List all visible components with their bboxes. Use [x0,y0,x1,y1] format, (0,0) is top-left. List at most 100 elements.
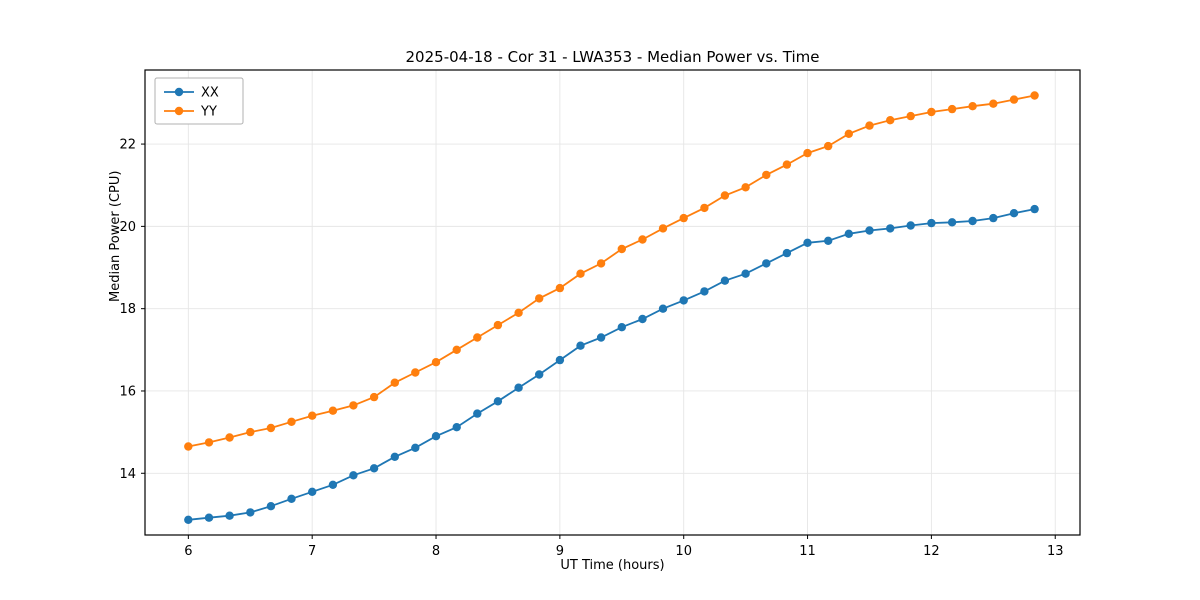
marker-xx [741,269,750,278]
marker-yy [596,259,606,268]
marker-xx [700,287,709,296]
marker-xx [411,443,420,452]
marker-xx [390,452,399,461]
marker-xx [555,355,565,365]
marker-yy [493,320,503,330]
marker-yy [865,121,874,130]
marker-xx [947,218,957,227]
marker-xx [638,314,647,324]
x-tick-label: 10 [675,544,692,559]
legend-marker-yy [174,106,184,116]
marker-yy [535,294,544,303]
marker-yy [700,203,709,213]
legend-label-yy: YY [200,105,217,120]
marker-yy [390,378,399,387]
marker-xx [246,508,255,517]
marker-xx [204,513,214,522]
marker-yy [452,345,461,354]
x-tick-label: 8 [432,544,440,559]
marker-xx [762,259,771,268]
marker-xx [782,248,792,258]
marker-xx [452,423,461,432]
marker-yy [204,438,214,447]
series-line-yy [188,94,1035,448]
marker-yy [617,244,626,254]
marker-xx [369,464,379,473]
marker-yy [225,433,234,442]
marker-xx [576,341,585,350]
marker-yy [927,107,936,117]
marker-yy [431,358,441,367]
marker-xx [658,304,668,313]
marker-yy [184,442,193,451]
marker-yy [947,104,957,114]
y-tick-label: 20 [119,220,136,235]
marker-xx [473,409,482,418]
x-tick-label: 9 [556,544,564,559]
marker-xx [349,471,358,480]
marker-yy [824,141,833,151]
marker-yy [576,269,585,278]
marker-yy [411,368,420,377]
y-tick-label: 22 [119,138,136,153]
marker-xx [989,213,998,223]
marker-xx [679,296,688,305]
x-tick-label: 7 [308,544,316,559]
marker-yy [989,99,998,108]
marker-yy [720,191,730,200]
marker-yy [328,406,338,415]
marker-yy [1030,91,1039,100]
y-tick-label: 18 [119,302,136,317]
marker-yy [1009,95,1019,104]
marker-yy [473,333,482,342]
marker-xx [266,502,276,511]
marker-xx [824,236,833,245]
marker-yy [246,427,255,437]
marker-yy [906,111,915,121]
x-tick-label: 12 [923,544,940,559]
marker-xx [886,224,895,233]
marker-xx [1030,204,1039,214]
marker-xx [596,333,606,342]
marker-yy [287,417,296,426]
marker-yy [658,224,668,233]
marker-yy [679,213,688,223]
marker-xx [493,397,503,406]
marker-yy [369,392,379,402]
chart-title: 2025-04-18 - Cor 31 - LWA353 - Median Po… [405,48,820,66]
x-tick-label: 6 [184,544,192,559]
marker-xx [328,480,338,489]
marker-yy [308,411,317,420]
marker-xx [287,494,296,503]
marker-yy [782,160,792,169]
marker-xx [617,323,626,332]
marker-xx [906,221,915,230]
marker-yy [886,116,895,125]
marker-yy [968,102,977,111]
marker-yy [762,170,771,180]
marker-yy [555,283,565,293]
marker-xx [844,229,853,238]
legend-box [154,77,244,125]
marker-yy [349,401,358,410]
marker-yy [638,235,647,244]
marker-xx [865,226,874,235]
plot-frame [144,69,1081,536]
y-tick-label: 16 [119,384,136,399]
legend-marker-xx [174,87,184,97]
marker-xx [968,216,977,226]
marker-xx [720,276,730,285]
marker-yy [266,423,276,433]
marker-xx [514,383,523,392]
marker-yy [514,308,523,317]
marker-xx [431,432,441,441]
marker-xx [803,238,812,247]
marker-yy [803,148,812,158]
marker-yy [844,129,853,138]
marker-yy [741,183,750,192]
marker-xx [225,511,234,520]
marker-xx [308,487,317,496]
marker-xx [927,218,936,228]
